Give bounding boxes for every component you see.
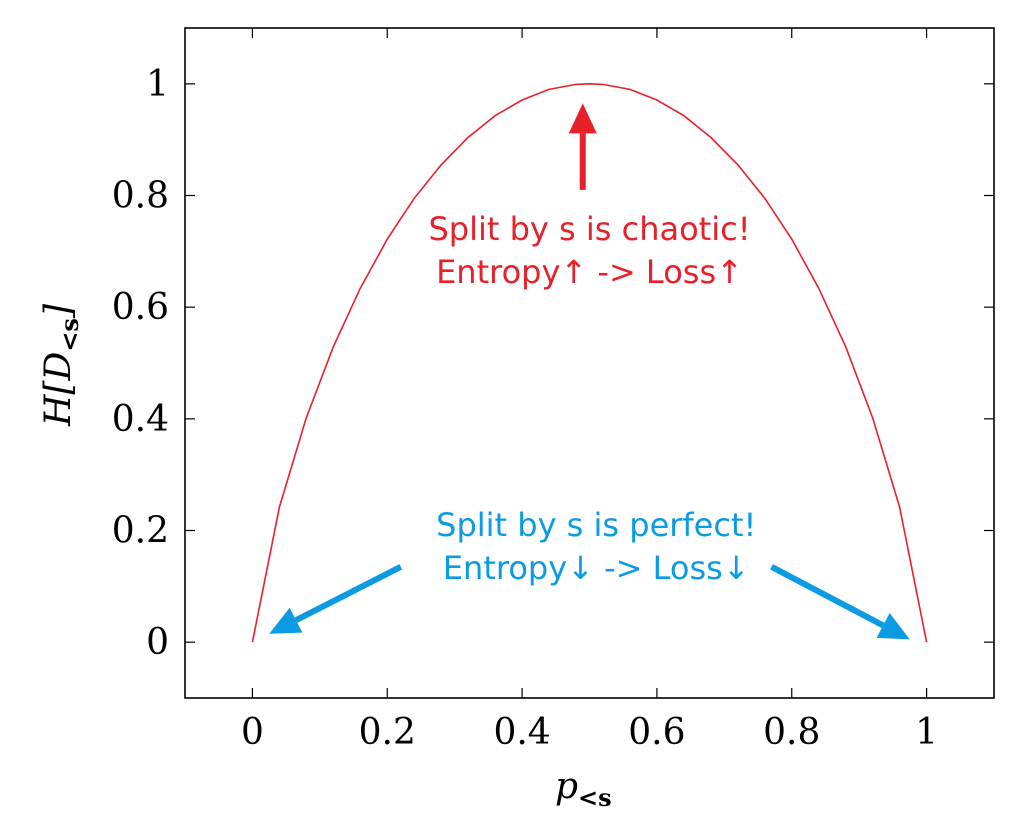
y-axis-label-script: D <box>38 352 79 382</box>
annotation-text: Split by s is perfect! <box>436 506 756 544</box>
x-tick-label: 0 <box>241 712 264 753</box>
y-axis-label-post: ] <box>38 303 79 319</box>
y-axis-label-sub: <s <box>55 318 84 352</box>
series-line <box>251 82 928 643</box>
y-axis-label-pre: H[ <box>38 380 79 427</box>
y-tick-label: 0 <box>146 622 169 663</box>
y-tick-label: 0.4 <box>112 399 169 440</box>
y-tick-label: 0.2 <box>112 511 169 552</box>
x-axis-label-main: p <box>555 766 578 807</box>
y-tick-label: 0.8 <box>112 176 169 217</box>
plot-frame <box>184 27 995 699</box>
x-axis-label: p<s <box>555 766 612 812</box>
annotation-arrow-shaft <box>770 564 885 629</box>
x-tick-label: 0.8 <box>763 712 820 753</box>
annotation-arrow-head <box>568 103 597 134</box>
series-group <box>251 82 928 643</box>
y-tick-label: 0.6 <box>112 287 169 328</box>
annotation-arrow-head <box>876 613 910 640</box>
annotation-text: Split by s is chaotic! <box>428 210 750 248</box>
x-tick-label: 0.4 <box>493 712 550 753</box>
annotation-text: Entropy↓ -> Loss↓ <box>443 549 750 587</box>
annotation-arrow-shaft <box>294 564 403 623</box>
annotations-group: Split by s is chaotic! Entropy↑ -> Loss↑ S… <box>269 103 910 640</box>
x-axis-label-sub: <s <box>578 783 612 812</box>
x-tick-label: 0.2 <box>359 712 416 753</box>
x-tick-labels: 0 0.2 0.4 0.6 0.8 1 <box>241 712 938 753</box>
x-tick-label: 1 <box>915 712 938 753</box>
axis-ticks <box>185 28 994 698</box>
y-tick-label: 1 <box>146 64 169 105</box>
annotation-arrow-head <box>269 607 303 634</box>
y-tick-labels: 0 0.2 0.4 0.6 0.8 1 <box>112 64 169 663</box>
annotation-text: Entropy↑ -> Loss↑ <box>436 253 743 291</box>
y-axis-label: H[D<s] <box>38 303 84 427</box>
x-tick-label: 0.6 <box>628 712 685 753</box>
